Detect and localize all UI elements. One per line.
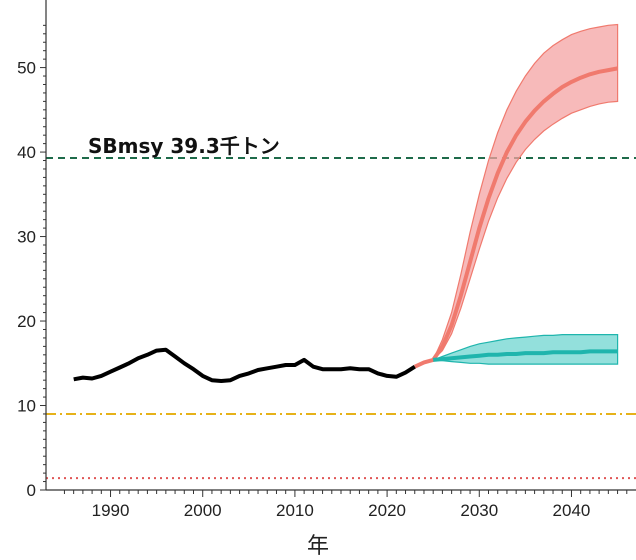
y-tick-label: 40 (17, 143, 36, 162)
y-tick-label: 10 (17, 397, 36, 416)
historical-biomass-line (73, 347, 416, 383)
projection-band-teal (432, 334, 619, 365)
x-tick-label: 2030 (460, 501, 498, 520)
y-tick-label: 20 (17, 312, 36, 331)
x-tick-label: 2000 (184, 501, 222, 520)
x-axis-label: 年 (307, 534, 329, 559)
projection-line-red (413, 66, 618, 369)
x-tick-label: 2040 (553, 501, 591, 520)
projection-line-teal (433, 349, 618, 362)
x-tick-label: 2020 (368, 501, 406, 520)
x-tick-label: 2010 (276, 501, 314, 520)
y-tick-label: 30 (17, 228, 36, 247)
sbmsy-annotation: SBmsy 39.3千トン (88, 134, 280, 158)
x-tick-label: 1990 (92, 501, 130, 520)
y-tick-label: 0 (27, 481, 36, 500)
y-tick-label: 50 (17, 59, 36, 78)
